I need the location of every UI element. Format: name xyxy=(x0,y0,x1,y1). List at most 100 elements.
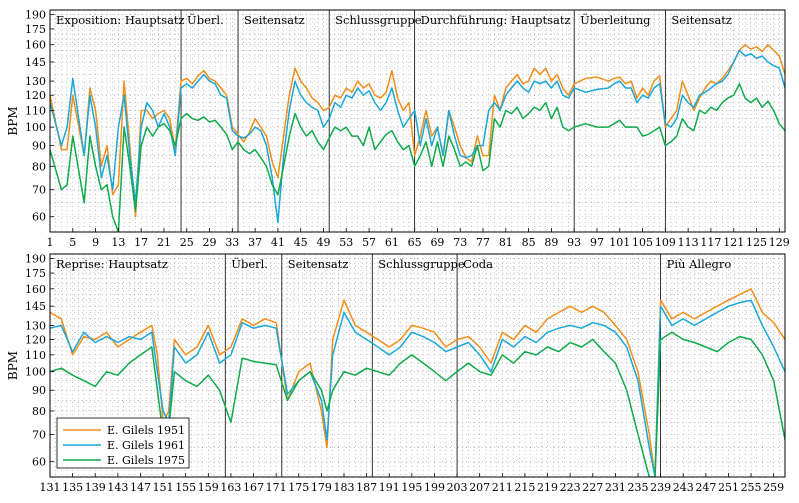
y-tick-label: 110 xyxy=(25,349,46,362)
section-label: Più Allegro xyxy=(667,257,732,271)
x-tick-label: 223 xyxy=(560,481,581,494)
x-tick-label: 89 xyxy=(544,236,558,249)
x-tick-label: 227 xyxy=(582,481,603,494)
x-tick-label: 255 xyxy=(741,481,762,494)
y-tick-label: 60 xyxy=(32,211,46,224)
x-tick-label: 93 xyxy=(567,236,581,249)
x-tick-label: 231 xyxy=(605,481,626,494)
section-label: Exposition: Hauptsatz xyxy=(56,13,185,27)
series-line-3 xyxy=(50,83,785,232)
legend: E. Gilels 1951 E. Gilels 1961 E. Gilels 19… xyxy=(56,417,190,469)
x-tick-label: 199 xyxy=(424,481,445,494)
grid xyxy=(49,253,786,478)
section-label: Schlussgruppe xyxy=(378,257,465,271)
x-tick-label: 143 xyxy=(107,481,128,494)
plot-frame xyxy=(49,9,786,233)
y-tick-label: 145 xyxy=(25,56,46,69)
section-label: Überleitung xyxy=(580,13,651,27)
y-axis-label: BPM xyxy=(6,106,20,135)
x-tick-label: 147 xyxy=(130,481,151,494)
x-tick-label: 155 xyxy=(175,481,196,494)
x-tick-label: 247 xyxy=(695,481,716,494)
legend-label: E. Gilels 1961 xyxy=(107,439,185,452)
x-tick-label: 29 xyxy=(203,236,217,249)
x-tick-label: 211 xyxy=(492,481,513,494)
legend-label: E. Gilels 1951 xyxy=(107,424,185,437)
x-tick-label: 129 xyxy=(769,236,790,249)
x-tick-label: 101 xyxy=(609,236,630,249)
section-label: Schlussgruppe xyxy=(335,13,422,27)
x-tick-label: 203 xyxy=(447,481,468,494)
y-tick-label: 80 xyxy=(32,160,46,173)
x-tick-label: 135 xyxy=(62,481,83,494)
x-tick-label: 37 xyxy=(248,236,262,249)
x-tick-label: 259 xyxy=(763,481,784,494)
x-tick-label: 121 xyxy=(723,236,744,249)
x-tick-label: 139 xyxy=(85,481,106,494)
x-tick-label: 65 xyxy=(408,236,422,249)
legend-label: E. Gilels 1975 xyxy=(107,454,185,467)
x-tick-label: 33 xyxy=(225,236,239,249)
series-lines xyxy=(50,43,785,232)
x-tick-label: 53 xyxy=(339,236,353,249)
x-tick-label: 45 xyxy=(294,236,308,249)
y-tick-label: 130 xyxy=(25,75,46,88)
y-tick-label: 100 xyxy=(25,121,46,134)
section-label: Seitensatz xyxy=(671,13,732,27)
section-label: Überl. xyxy=(231,257,268,271)
section-label: Seitensatz xyxy=(288,257,349,271)
x-tick-label: 117 xyxy=(700,236,721,249)
x-tick-label: 61 xyxy=(385,236,399,249)
x-tick-label: 85 xyxy=(522,236,536,249)
panel-reprise: Reprise: Hauptsatz Überl. Seitensatz Schlus… xyxy=(6,253,786,494)
y-tick-label: 80 xyxy=(32,405,46,418)
x-tick-label: 239 xyxy=(650,481,671,494)
x-tick-label: 183 xyxy=(334,481,355,494)
y-axis-label: BPM xyxy=(6,351,20,380)
x-tick-label: 105 xyxy=(632,236,653,249)
y-tick-label: 175 xyxy=(25,267,46,280)
grid xyxy=(49,9,786,233)
y-tick-label: 60 xyxy=(32,456,46,469)
x-tick-label: 215 xyxy=(514,481,535,494)
x-tick-label: 41 xyxy=(271,236,285,249)
x-tick-label: 125 xyxy=(746,236,767,249)
x-tick-label: 207 xyxy=(469,481,490,494)
section-label: Überl. xyxy=(187,13,224,27)
x-tick-label: 187 xyxy=(356,481,377,494)
x-tick-label: 97 xyxy=(590,236,604,249)
section-label: Coda xyxy=(463,257,493,271)
y-tick-label: 160 xyxy=(25,283,46,296)
x-tick-label: 179 xyxy=(311,481,332,494)
section-label: Reprise: Hauptsatz xyxy=(56,257,168,271)
y-tick-label: 130 xyxy=(25,319,46,332)
section-label: Seitensatz xyxy=(244,13,305,27)
x-tick-label: 49 xyxy=(316,236,330,249)
x-tick-label: 17 xyxy=(134,236,148,249)
x-tick-label: 219 xyxy=(537,481,558,494)
x-tick-label: 5 xyxy=(69,236,76,249)
x-tick-label: 191 xyxy=(379,481,400,494)
x-tick-label: 113 xyxy=(678,236,699,249)
series-line-2 xyxy=(50,49,785,224)
y-tick-label: 160 xyxy=(25,39,46,52)
y-tick-label: 120 xyxy=(25,334,46,347)
y-tick-label: 90 xyxy=(32,140,46,153)
panel-exposition: Exposition: Hauptsatz Überl. Seitensatz Sch… xyxy=(6,9,790,249)
x-tick-label: 243 xyxy=(673,481,694,494)
y-tick-label: 120 xyxy=(25,89,46,102)
x-tick-label: 69 xyxy=(430,236,444,249)
y-tick-label: 190 xyxy=(25,253,46,266)
x-tick-label: 167 xyxy=(243,481,264,494)
x-tick-label: 235 xyxy=(628,481,649,494)
x-tick-label: 195 xyxy=(401,481,422,494)
x-tick-label: 159 xyxy=(198,481,219,494)
y-tick-label: 70 xyxy=(32,429,46,442)
x-tick-label: 131 xyxy=(40,481,61,494)
x-tick-label: 21 xyxy=(157,236,171,249)
x-tick-label: 175 xyxy=(288,481,309,494)
x-tick-label: 9 xyxy=(92,236,99,249)
y-tick-label: 175 xyxy=(25,23,46,36)
x-tick-label: 251 xyxy=(718,481,739,494)
